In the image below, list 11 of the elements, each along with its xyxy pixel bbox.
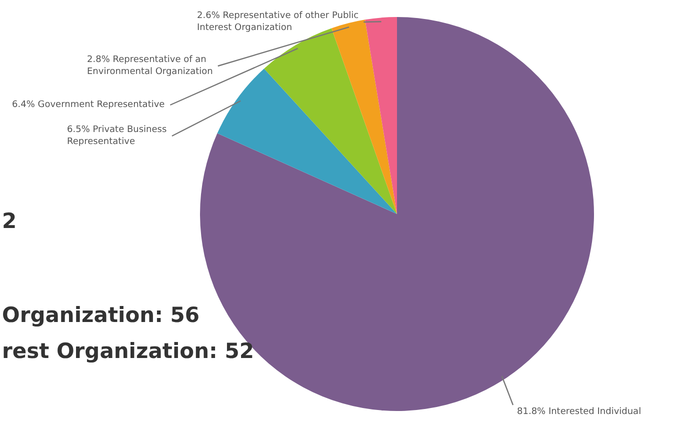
text: rest Organization: 52 [2,339,254,363]
pie-slice [217,68,397,214]
slice-label: 2.8% Representative of an Environmental Organization [87,55,213,77]
slice-label: 6.5% Private Business Representative [67,125,167,147]
pie-slice [332,20,397,214]
slice-label: 2.6% Representative of other Public Interest Organization [197,11,359,33]
slice-label: 81.8% Interested Individual [517,407,642,417]
text: Organization: 56 [2,303,200,327]
text: 2 [2,209,17,233]
slice-label: 6.4% Government Representative [12,100,166,110]
pie-slice [364,17,397,214]
